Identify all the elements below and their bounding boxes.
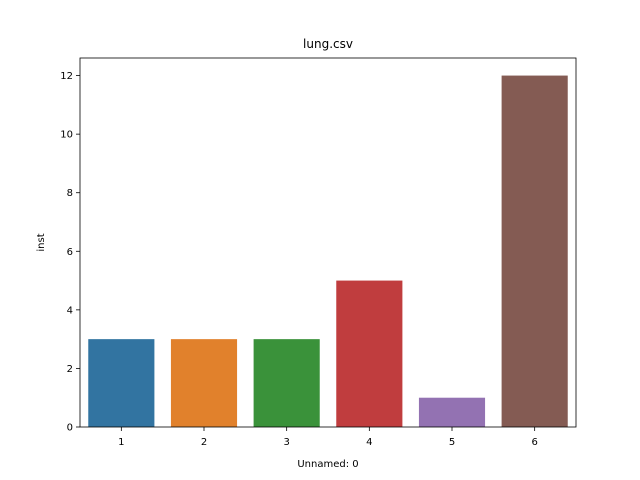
bar-4: [336, 280, 403, 427]
x-tick-label-6: 6: [531, 437, 537, 448]
y-tick-label-0: 0: [67, 423, 73, 434]
x-tick-label-2: 2: [201, 437, 207, 448]
bar-3: [253, 339, 320, 427]
x-tick-label-3: 3: [283, 437, 289, 448]
bar-2: [170, 339, 238, 427]
x-tick-label-5: 5: [449, 437, 455, 448]
y-tick-label-2: 2: [67, 364, 73, 375]
bar-1: [88, 339, 155, 427]
x-axis-label: Unnamed: 0: [297, 459, 358, 470]
x-tick-label-1: 1: [118, 437, 124, 448]
y-tick-label-8: 8: [67, 188, 73, 199]
y-tick-label-12: 12: [60, 71, 73, 82]
y-tick-label-6: 6: [67, 247, 73, 258]
bar-6: [501, 75, 568, 428]
plot-frame: [79, 57, 577, 428]
y-axis-label: inst: [36, 233, 47, 251]
y-tick-label-4: 4: [67, 305, 73, 316]
x-tick-label-4: 4: [366, 437, 372, 448]
y-tick-label-10: 10: [60, 130, 73, 141]
chart-title: lung.csv: [303, 37, 353, 51]
bar-5: [418, 397, 486, 427]
